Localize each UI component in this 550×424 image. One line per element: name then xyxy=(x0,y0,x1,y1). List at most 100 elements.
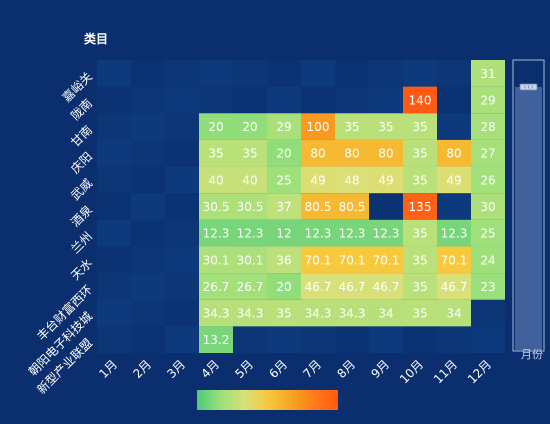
cell-value-label: 46.7 xyxy=(339,280,366,294)
heatmap-cell[interactable] xyxy=(301,193,335,220)
heatmap-cell[interactable] xyxy=(267,299,301,327)
heatmap-cell[interactable] xyxy=(267,193,301,220)
heatmap-cell[interactable] xyxy=(335,219,369,247)
empty-cell xyxy=(131,166,165,194)
cell-value-label: 34.3 xyxy=(339,307,366,321)
heatmap-cell[interactable] xyxy=(301,166,335,194)
heatmap-cell[interactable] xyxy=(403,273,437,300)
heatmap-cell[interactable] xyxy=(267,139,301,167)
heatmap-cell[interactable] xyxy=(471,273,505,300)
heatmap-cell[interactable] xyxy=(301,219,335,247)
heatmap-cell[interactable] xyxy=(403,246,437,274)
heatmap-cell[interactable] xyxy=(199,326,233,353)
heatmap-cell[interactable] xyxy=(471,246,505,274)
heatmap-cell[interactable] xyxy=(369,299,403,327)
cell-value-label: 12.3 xyxy=(237,227,264,241)
empty-cell xyxy=(131,193,165,220)
heatmap-cell[interactable] xyxy=(471,219,505,247)
heatmap-cell[interactable] xyxy=(233,193,267,220)
empty-cell xyxy=(131,299,165,327)
heatmap-cell[interactable] xyxy=(233,139,267,167)
heatmap-cell[interactable] xyxy=(471,86,505,114)
heatmap-cell[interactable] xyxy=(267,219,301,247)
heatmap-cell[interactable] xyxy=(199,273,233,300)
heatmap-cell[interactable] xyxy=(369,139,403,167)
heatmap-cell[interactable] xyxy=(403,299,437,327)
heatmap-cell[interactable] xyxy=(437,139,471,167)
heatmap-cell[interactable] xyxy=(233,299,267,327)
heatmap-cell[interactable] xyxy=(437,299,471,327)
heatmap-cell[interactable] xyxy=(199,193,233,220)
cell-value-label: 12.3 xyxy=(305,227,332,241)
heatmap-cell[interactable] xyxy=(437,219,471,247)
heatmap-cell[interactable] xyxy=(199,139,233,167)
heatmap-cell[interactable] xyxy=(335,246,369,274)
heatmap-cell[interactable] xyxy=(267,166,301,194)
cell-value-label: 30.5 xyxy=(237,200,264,214)
visual-map-gradient-bar[interactable] xyxy=(197,390,338,410)
empty-cell xyxy=(131,273,165,300)
heatmap-cell[interactable] xyxy=(403,166,437,194)
heatmap-cell[interactable] xyxy=(301,273,335,300)
datazoom-selected-range[interactable] xyxy=(515,87,542,350)
cell-value-label: 46.7 xyxy=(305,280,332,294)
heatmap-cell[interactable] xyxy=(369,273,403,300)
heatmap-cell[interactable] xyxy=(267,113,301,140)
empty-cell xyxy=(97,193,131,220)
heatmap-cell[interactable] xyxy=(199,166,233,194)
heatmap-cell[interactable] xyxy=(233,246,267,274)
heatmap-cell[interactable] xyxy=(369,219,403,247)
visual-map[interactable] xyxy=(197,390,338,410)
empty-cell xyxy=(267,60,301,87)
datazoom-frame[interactable] xyxy=(512,59,545,352)
heatmap-cell[interactable] xyxy=(335,193,369,220)
heatmap-cell[interactable] xyxy=(301,113,335,140)
heatmap-cell[interactable] xyxy=(471,139,505,167)
heatmap-cell[interactable] xyxy=(267,246,301,274)
heatmap-cell[interactable] xyxy=(301,299,335,327)
heatmap-cell[interactable] xyxy=(233,273,267,300)
heatmap-cell[interactable] xyxy=(437,166,471,194)
empty-cell xyxy=(301,326,335,353)
heatmap-cell[interactable] xyxy=(335,113,369,140)
heatmap-cell[interactable] xyxy=(437,273,471,300)
heatmap-cell[interactable] xyxy=(437,246,471,274)
x-tick-label: 10月 xyxy=(397,357,426,386)
heatmap-cell[interactable] xyxy=(335,299,369,327)
heatmap-cell[interactable] xyxy=(369,166,403,194)
empty-cell xyxy=(131,86,165,114)
heatmap-cell[interactable] xyxy=(335,166,369,194)
heatmap-cell[interactable] xyxy=(335,273,369,300)
heatmap-cell[interactable] xyxy=(403,193,437,220)
heatmap-cell[interactable] xyxy=(199,219,233,247)
cell-value-label: 30.1 xyxy=(203,253,230,267)
x-tick-label: 12月 xyxy=(465,357,494,386)
cell-value-label: 40 xyxy=(208,173,223,187)
heatmap-cell[interactable] xyxy=(233,166,267,194)
heatmap-cell[interactable] xyxy=(403,219,437,247)
heatmap-cell[interactable] xyxy=(301,246,335,274)
heatmap-cell[interactable] xyxy=(233,113,267,140)
heatmap-cell[interactable] xyxy=(471,166,505,194)
empty-cell xyxy=(165,60,199,87)
heatmap-cell[interactable] xyxy=(471,113,505,140)
heatmap-cell[interactable] xyxy=(369,246,403,274)
heatmap-cell[interactable] xyxy=(403,139,437,167)
heatmap-cell[interactable] xyxy=(369,113,403,140)
heatmap-cell[interactable] xyxy=(335,139,369,167)
heatmap-cell[interactable] xyxy=(199,246,233,274)
heatmap-cell[interactable] xyxy=(403,113,437,140)
heatmap-cell[interactable] xyxy=(301,139,335,167)
empty-cell xyxy=(369,326,403,353)
empty-cell xyxy=(403,60,437,87)
heatmap-cell[interactable] xyxy=(199,113,233,140)
datazoom-slider[interactable]: 月份 xyxy=(512,59,545,361)
heatmap-cell[interactable] xyxy=(233,219,267,247)
heatmap-cell[interactable] xyxy=(471,60,505,87)
heatmap-cell[interactable] xyxy=(267,273,301,300)
empty-cell xyxy=(369,193,403,220)
heatmap-cell[interactable] xyxy=(403,86,437,114)
heatmap-cell[interactable] xyxy=(199,299,233,327)
heatmap-cell[interactable] xyxy=(471,193,505,220)
cell-value-label: 140 xyxy=(409,93,432,107)
